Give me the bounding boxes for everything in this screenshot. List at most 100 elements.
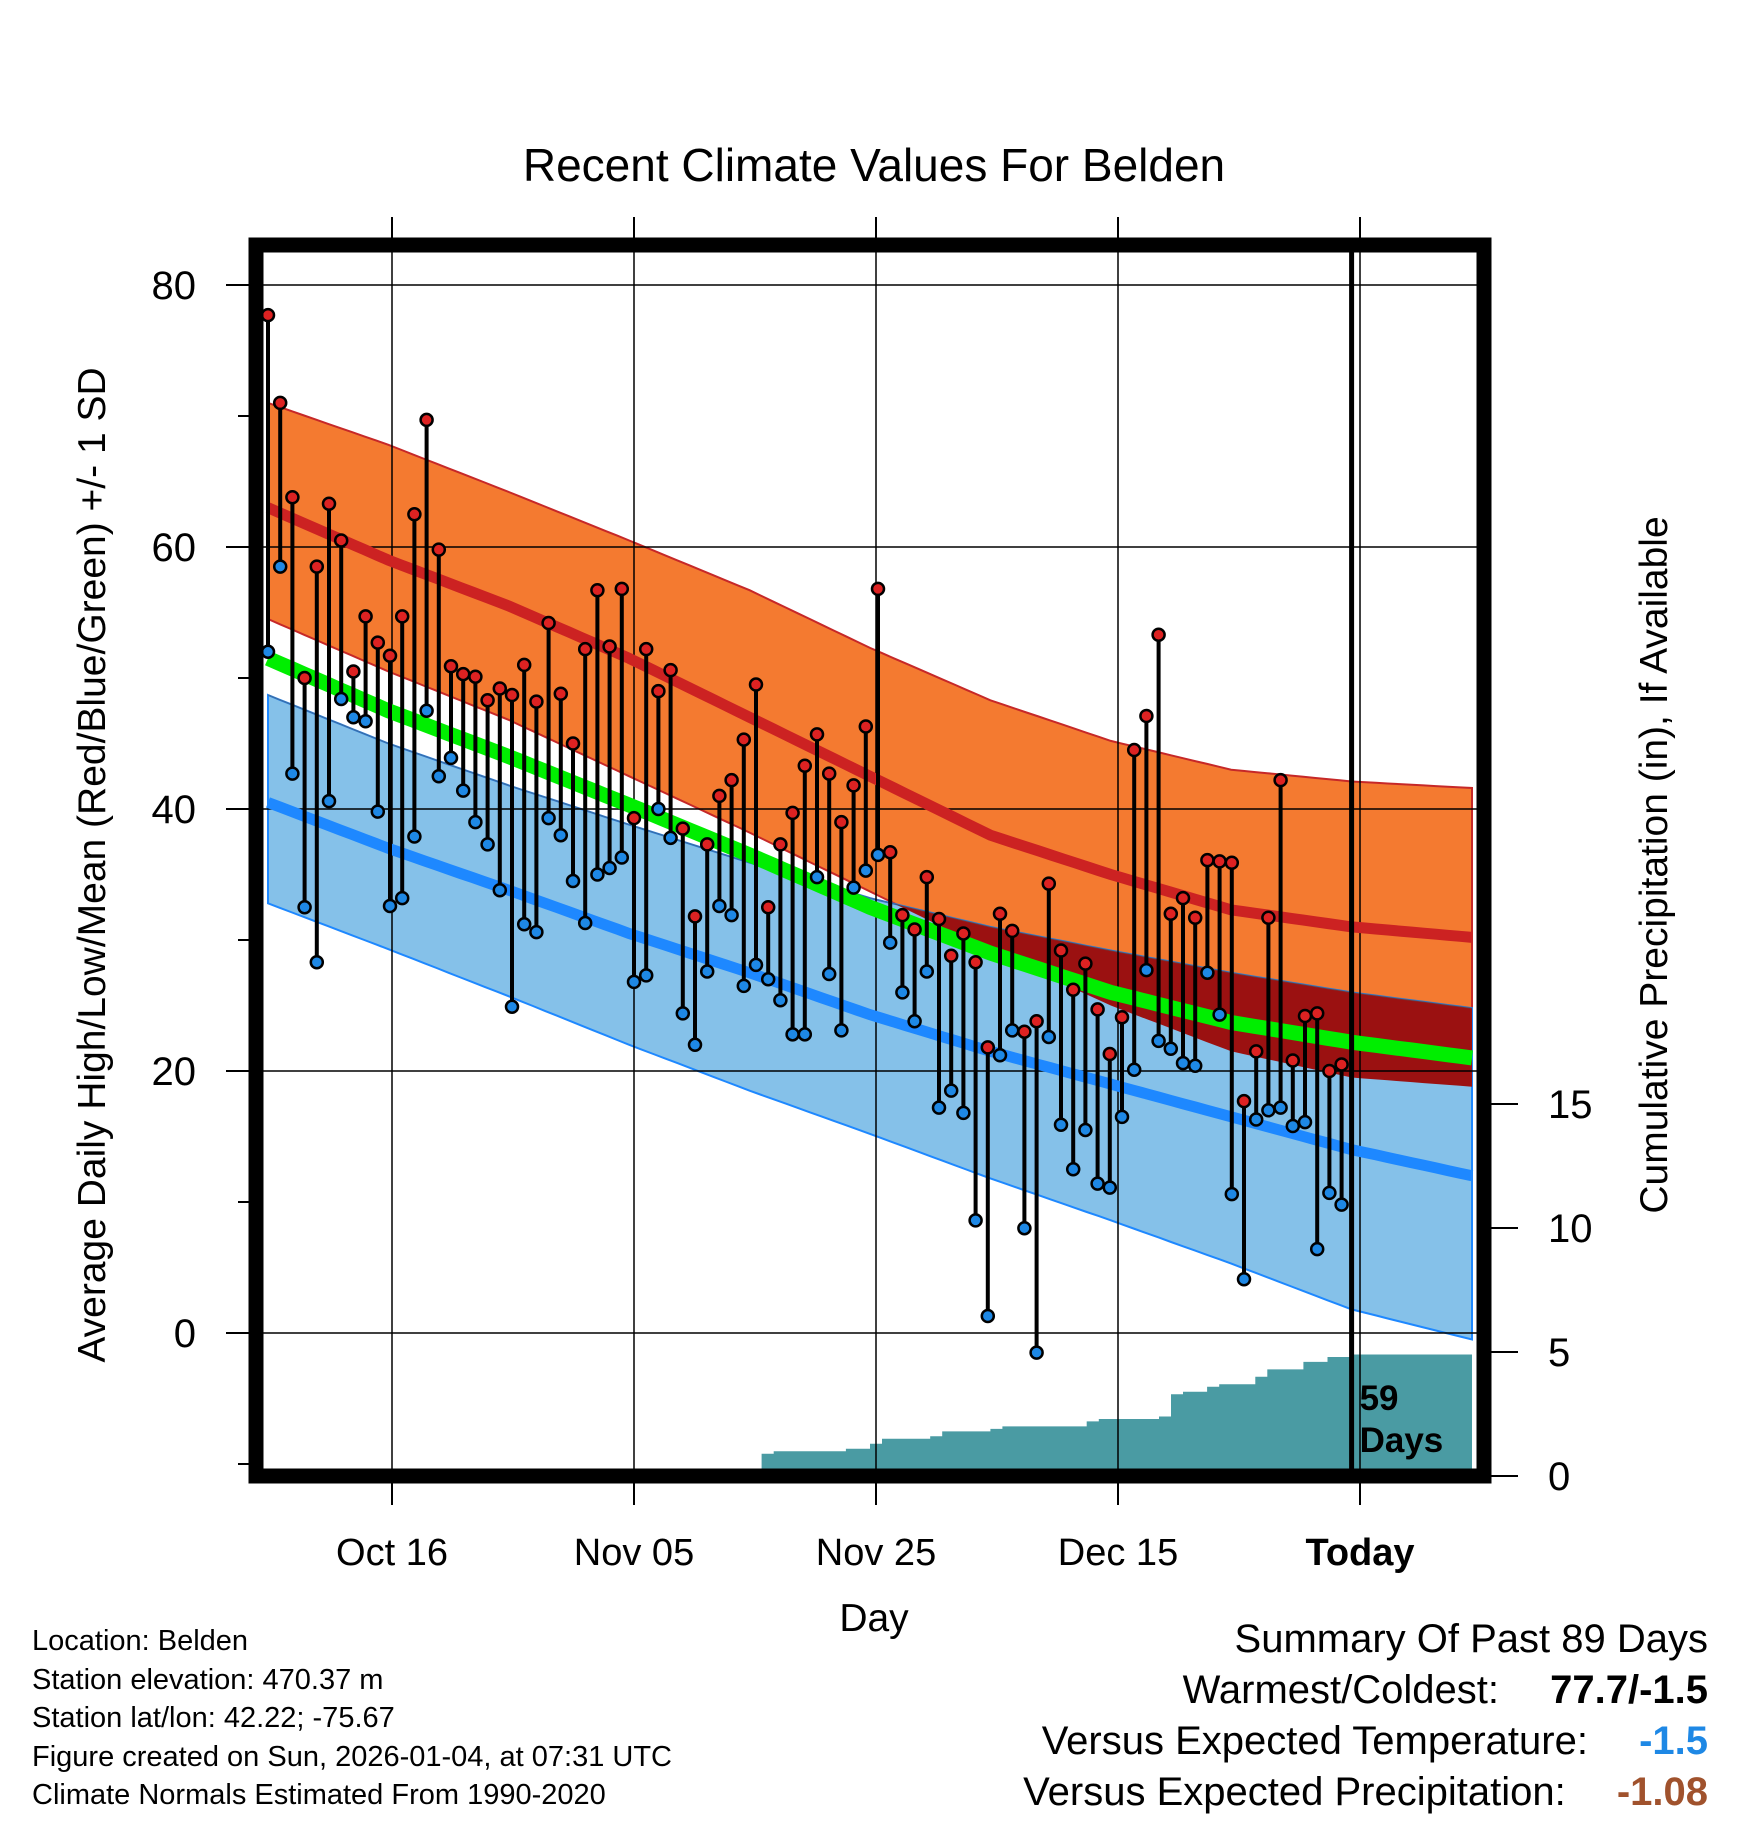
daily-low-dot xyxy=(797,1027,813,1042)
y-tick-label: 80 xyxy=(152,264,197,308)
temp-departure-label: Versus Expected Temperature: xyxy=(1041,1719,1588,1763)
daily-low-dot xyxy=(358,713,373,729)
daily-low-dot xyxy=(968,1213,983,1228)
daily-low-dot xyxy=(455,783,471,798)
daily-low-dot xyxy=(346,710,361,725)
daily-low-dot xyxy=(419,703,434,718)
daily-low-dot xyxy=(1297,1114,1313,1130)
daily-low-dot xyxy=(468,814,483,830)
daily-high-dot xyxy=(638,641,654,657)
summary-panel: Summary Of Past 89 Days Warmest/Coldest:… xyxy=(1023,1614,1708,1818)
daily-high-dot xyxy=(1017,1024,1032,1039)
daily-low-dot xyxy=(699,964,715,979)
daily-low-dot xyxy=(504,999,520,1015)
y-tick-label: 20 xyxy=(152,1050,197,1094)
daily-low-dot xyxy=(687,1037,703,1053)
normal-low-line xyxy=(266,797,1474,1182)
daily-low-dot xyxy=(492,882,508,898)
daily-high-dot xyxy=(1285,1053,1301,1068)
daily-low-dot xyxy=(407,829,422,844)
daily-high-dot xyxy=(1224,855,1240,870)
daily-high-dot xyxy=(1175,890,1191,906)
daily-high-dot xyxy=(821,766,837,781)
daily-low-dot xyxy=(858,863,874,878)
daily-low-dot xyxy=(370,804,386,819)
daily-high-dot xyxy=(1053,943,1069,958)
daily-high-dot xyxy=(1200,852,1215,868)
daily-high-dot xyxy=(809,727,825,742)
daily-low-dot xyxy=(1114,1109,1130,1125)
daily-high-dot xyxy=(419,412,434,428)
summary-title: Summary Of Past 89 Days xyxy=(1234,1617,1708,1661)
precip-departure-row: Versus Expected Precipitation: -1.08 xyxy=(1023,1767,1708,1818)
daily-high-dot xyxy=(773,837,788,852)
x-tick-label: Oct 16 xyxy=(336,1532,448,1574)
daily-high-dot xyxy=(907,922,922,937)
daily-high-dot xyxy=(1309,1006,1325,1021)
daily-low-dot xyxy=(443,750,459,766)
plot-content xyxy=(256,245,1484,1476)
daily-low-dot xyxy=(907,1013,922,1029)
daily-high-dot xyxy=(1126,742,1142,758)
daily-low-dot xyxy=(1151,1033,1166,1049)
daily-low-dot xyxy=(1212,1007,1227,1022)
daily-high-dot xyxy=(1078,956,1093,971)
daily-low-dot xyxy=(590,867,605,882)
daily-high-dot xyxy=(797,758,813,774)
daily-low-dot xyxy=(1187,1058,1203,1074)
daily-low-dot xyxy=(1139,962,1154,978)
normals-text: Climate Normals Estimated From 1990-2020 xyxy=(32,1779,606,1811)
temp-departure-value: -1.5 xyxy=(1639,1719,1708,1763)
daily-low-dot xyxy=(895,985,910,1000)
y2-axis-ticks: 15 10 5 0 xyxy=(1491,1083,1593,1499)
y2-tick-label: 5 xyxy=(1548,1331,1570,1375)
daily-high-dot xyxy=(748,677,764,692)
location-text: Location: Belden xyxy=(32,1625,249,1657)
y-tick-label: 60 xyxy=(152,526,197,570)
daily-high-dot xyxy=(1114,1010,1130,1025)
x-axis-label: Day xyxy=(839,1597,909,1640)
daily-low-dot xyxy=(272,559,288,574)
daily-high-dot xyxy=(712,788,727,804)
daily-high-dot xyxy=(260,307,276,323)
daily-high-dot xyxy=(968,955,983,970)
daily-low-dot xyxy=(821,966,837,982)
daily-low-dot xyxy=(309,955,325,970)
warmest-value: 77.7/-1.5 xyxy=(1550,1668,1708,1712)
daily-low-dot xyxy=(297,900,312,915)
daily-high-dot xyxy=(1248,1044,1264,1059)
precip-area xyxy=(268,1354,1472,1476)
precip-departure-label: Versus Expected Precipitation: xyxy=(1023,1770,1566,1814)
elevation-text: Station elevation: 470.37 m xyxy=(32,1663,384,1696)
daily-low-dot xyxy=(931,1100,947,1115)
latlon-text: Station lat/lon: 42.22; -75.67 xyxy=(32,1702,395,1734)
daily-high-dot xyxy=(1102,1046,1118,1062)
plot-frame xyxy=(248,237,1492,1484)
normal-mean-line xyxy=(265,651,1473,1066)
daily-high-dot xyxy=(346,664,361,679)
daily-low-dot xyxy=(553,827,569,843)
x-axis-ticks: Oct 16 Nov 05 Nov 25 Dec 15 Today xyxy=(336,217,1415,1574)
daily-high-dot xyxy=(687,909,703,924)
y-axis-ticks: 80 60 40 20 0 xyxy=(152,264,249,1465)
daily-high-dot xyxy=(602,639,617,654)
daily-high-dot xyxy=(492,681,508,696)
daily-high-dot xyxy=(943,948,959,963)
daily-high-dot xyxy=(541,615,556,631)
daily-low-dot xyxy=(870,847,886,863)
daily-high-dot xyxy=(1041,876,1057,891)
daily-high-dot xyxy=(1163,906,1179,922)
warmest-label: Warmest/Coldest: xyxy=(1182,1668,1499,1712)
daily-low-dot xyxy=(1248,1112,1264,1127)
daily-low-dot xyxy=(846,880,861,895)
daily-high-dot xyxy=(1212,854,1227,869)
daily-high-dot xyxy=(870,581,886,597)
daily-high-dot xyxy=(394,609,410,624)
daily-low-dot xyxy=(1285,1118,1301,1134)
daily-low-dot xyxy=(663,830,678,846)
daily-low-dot xyxy=(980,1308,996,1324)
daily-high-dot xyxy=(297,670,312,686)
created-text: Figure created on Sun, 2026-01-04, at 07… xyxy=(32,1740,672,1773)
